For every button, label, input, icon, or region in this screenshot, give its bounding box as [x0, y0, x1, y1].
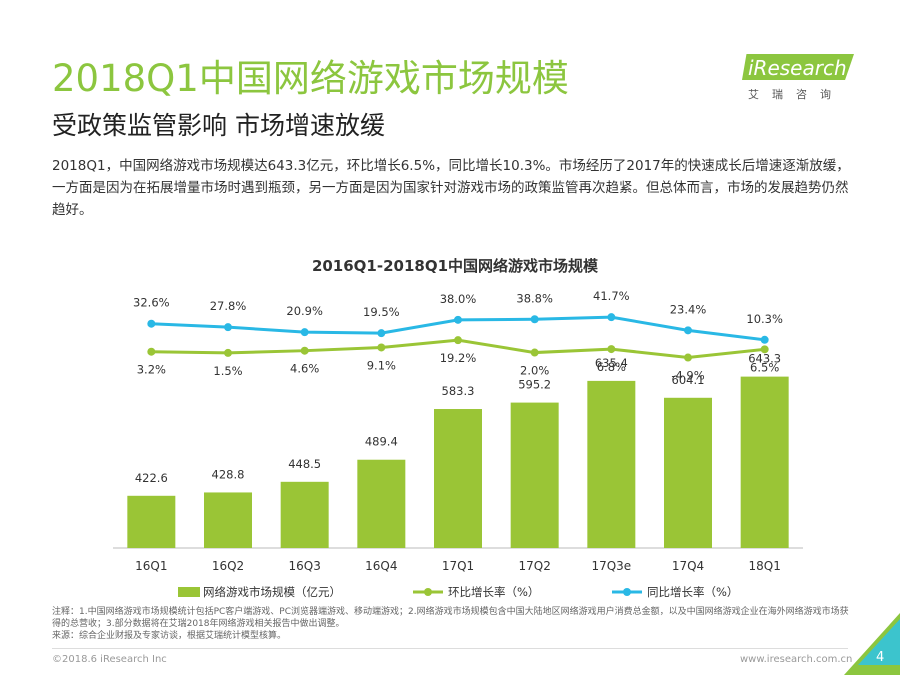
qoq-point-17Q1 [454, 336, 462, 345]
copyright-text: ©2018.6 iResearch Inc [52, 654, 167, 665]
bar-label-16Q4: 489.4 [365, 435, 398, 449]
legend-marker-yoy [623, 588, 631, 596]
bar-label-16Q3: 448.5 [288, 457, 321, 471]
footer-divider [52, 648, 848, 649]
legend-marker-qoq [424, 588, 432, 596]
x-tick-16Q2: 16Q2 [212, 559, 244, 573]
yoy-label-17Q2: 38.8% [516, 291, 553, 305]
bar-label-16Q2: 428.8 [212, 467, 245, 481]
yoy-label-17Q4: 23.4% [670, 302, 707, 316]
legend-label-yoy: 同比增长率（%） [647, 585, 738, 599]
qoq-point-17Q2 [530, 348, 539, 357]
qoq-label-16Q2: 1.5% [213, 364, 242, 378]
page-number: 4 [876, 650, 885, 665]
bar-17Q4 [664, 397, 712, 548]
market-size-chart: 2016Q1-2018Q1中国网络游戏市场规模 422.6 16Q1 428.8 16Q… [113, 257, 803, 599]
x-tick-16Q3: 16Q3 [288, 559, 320, 573]
chart-title: 2016Q1-2018Q1中国网络游戏市场规模 [312, 257, 599, 275]
qoq-label-16Q4: 9.1% [367, 358, 396, 372]
bar-label-18Q1: 643.3 [748, 352, 781, 366]
logo-banner [742, 54, 854, 80]
qoq-label-16Q1: 3.2% [137, 363, 166, 377]
bar-16Q1 [127, 495, 176, 548]
qoq-point-16Q2 [224, 348, 232, 357]
yoy-label-16Q3: 20.9% [286, 304, 323, 318]
bar-label-17Q1: 583.3 [442, 384, 475, 398]
qoq-point-16Q1 [147, 347, 156, 356]
summary-paragraph: 2018Q1，中国网络游戏市场规模达643.3亿元，环比增长6.5%，同比增长1… [52, 158, 850, 218]
qoq-label-18Q1: 6.5% [750, 360, 779, 374]
page-title: 2018Q1中国网络游戏市场规模 [52, 57, 569, 100]
qoq-point-17Q3e [607, 345, 616, 354]
yoy-label-17Q1: 38.0% [440, 292, 477, 306]
yoy-label-18Q1: 10.3% [746, 312, 783, 326]
yoy-point-18Q1 [760, 335, 769, 344]
yoy-label-17Q3e: 41.7% [593, 289, 630, 303]
yoy-label-16Q2: 27.8% [210, 299, 247, 313]
yoy-point-17Q3e [607, 313, 616, 322]
qoq-point-16Q4 [377, 343, 386, 352]
note-source: 来源：综合企业财报及专家访谈，根据艾瑞统计模型核算。 [52, 631, 287, 641]
yoy-point-17Q4 [684, 326, 692, 335]
yoy-label-16Q1: 32.6% [133, 296, 170, 310]
chart-notes: 注释：1.中国网络游戏市场规模统计包括PC客户端游戏、PC浏览器端游戏、移动端游… [52, 606, 852, 642]
bar-16Q3 [280, 481, 329, 548]
yoy-point-16Q4 [377, 329, 386, 338]
x-tick-17Q2: 17Q2 [518, 559, 550, 573]
qoq-label-17Q3e: 6.8% [597, 360, 626, 374]
bar-label-17Q4: 604.1 [672, 373, 705, 387]
yoy-point-16Q2 [224, 323, 232, 332]
qoq-point-17Q4 [684, 353, 692, 362]
bar-17Q3e [587, 380, 636, 548]
bar-16Q4 [357, 459, 406, 548]
bar-17Q1 [434, 409, 482, 548]
bar-16Q2 [204, 492, 252, 548]
legend-label-qoq: 环比增长率（%） [448, 585, 539, 599]
x-tick-17Q1: 17Q1 [442, 559, 474, 573]
bar-18Q1 [740, 376, 789, 548]
yoy-point-17Q1 [454, 315, 462, 324]
footer-url[interactable]: www.iresearch.com.cn [740, 654, 853, 665]
qoq-label-16Q3: 4.6% [290, 362, 319, 376]
bar-label-16Q1: 422.6 [135, 471, 168, 485]
x-tick-16Q1: 16Q1 [135, 559, 167, 573]
bar-label-17Q2: 595.2 [518, 378, 551, 392]
iresearch-logo: iResearch 艾瑞咨询 [742, 46, 860, 106]
note-line-1: 注释：1.中国网络游戏市场规模统计包括PC客户端游戏、PC浏览器端游戏、移动端游… [52, 607, 849, 629]
yoy-label-16Q4: 19.5% [363, 305, 400, 319]
qoq-point-16Q3 [300, 346, 309, 355]
yoy-point-17Q2 [530, 315, 539, 324]
logo-brand-text: iResearch [748, 56, 847, 80]
yoy-point-16Q1 [147, 319, 156, 328]
x-tick-17Q3e: 17Q3e [591, 559, 631, 573]
logo-sub-text: 艾瑞咨询 [748, 88, 844, 101]
legend-label-bar: 网络游戏市场规模（亿元） [203, 585, 341, 599]
corner-decoration-blue [858, 619, 900, 665]
bar-17Q2 [510, 402, 559, 548]
legend-swatch-bar [178, 587, 200, 597]
page-subtitle: 受政策监管影响 市场增速放缓 [52, 111, 385, 140]
x-tick-17Q4: 17Q4 [672, 559, 704, 573]
x-tick-18Q1: 18Q1 [748, 559, 780, 573]
x-tick-16Q4: 16Q4 [365, 559, 397, 573]
yoy-point-16Q3 [300, 328, 309, 337]
qoq-point-18Q1 [760, 345, 769, 354]
qoq-label-17Q4: -4.9% [671, 369, 704, 383]
bar-label-17Q3e: 635.4 [595, 356, 628, 370]
qoq-label-17Q1: 19.2% [440, 351, 477, 365]
qoq-label-17Q2: 2.0% [520, 364, 549, 378]
